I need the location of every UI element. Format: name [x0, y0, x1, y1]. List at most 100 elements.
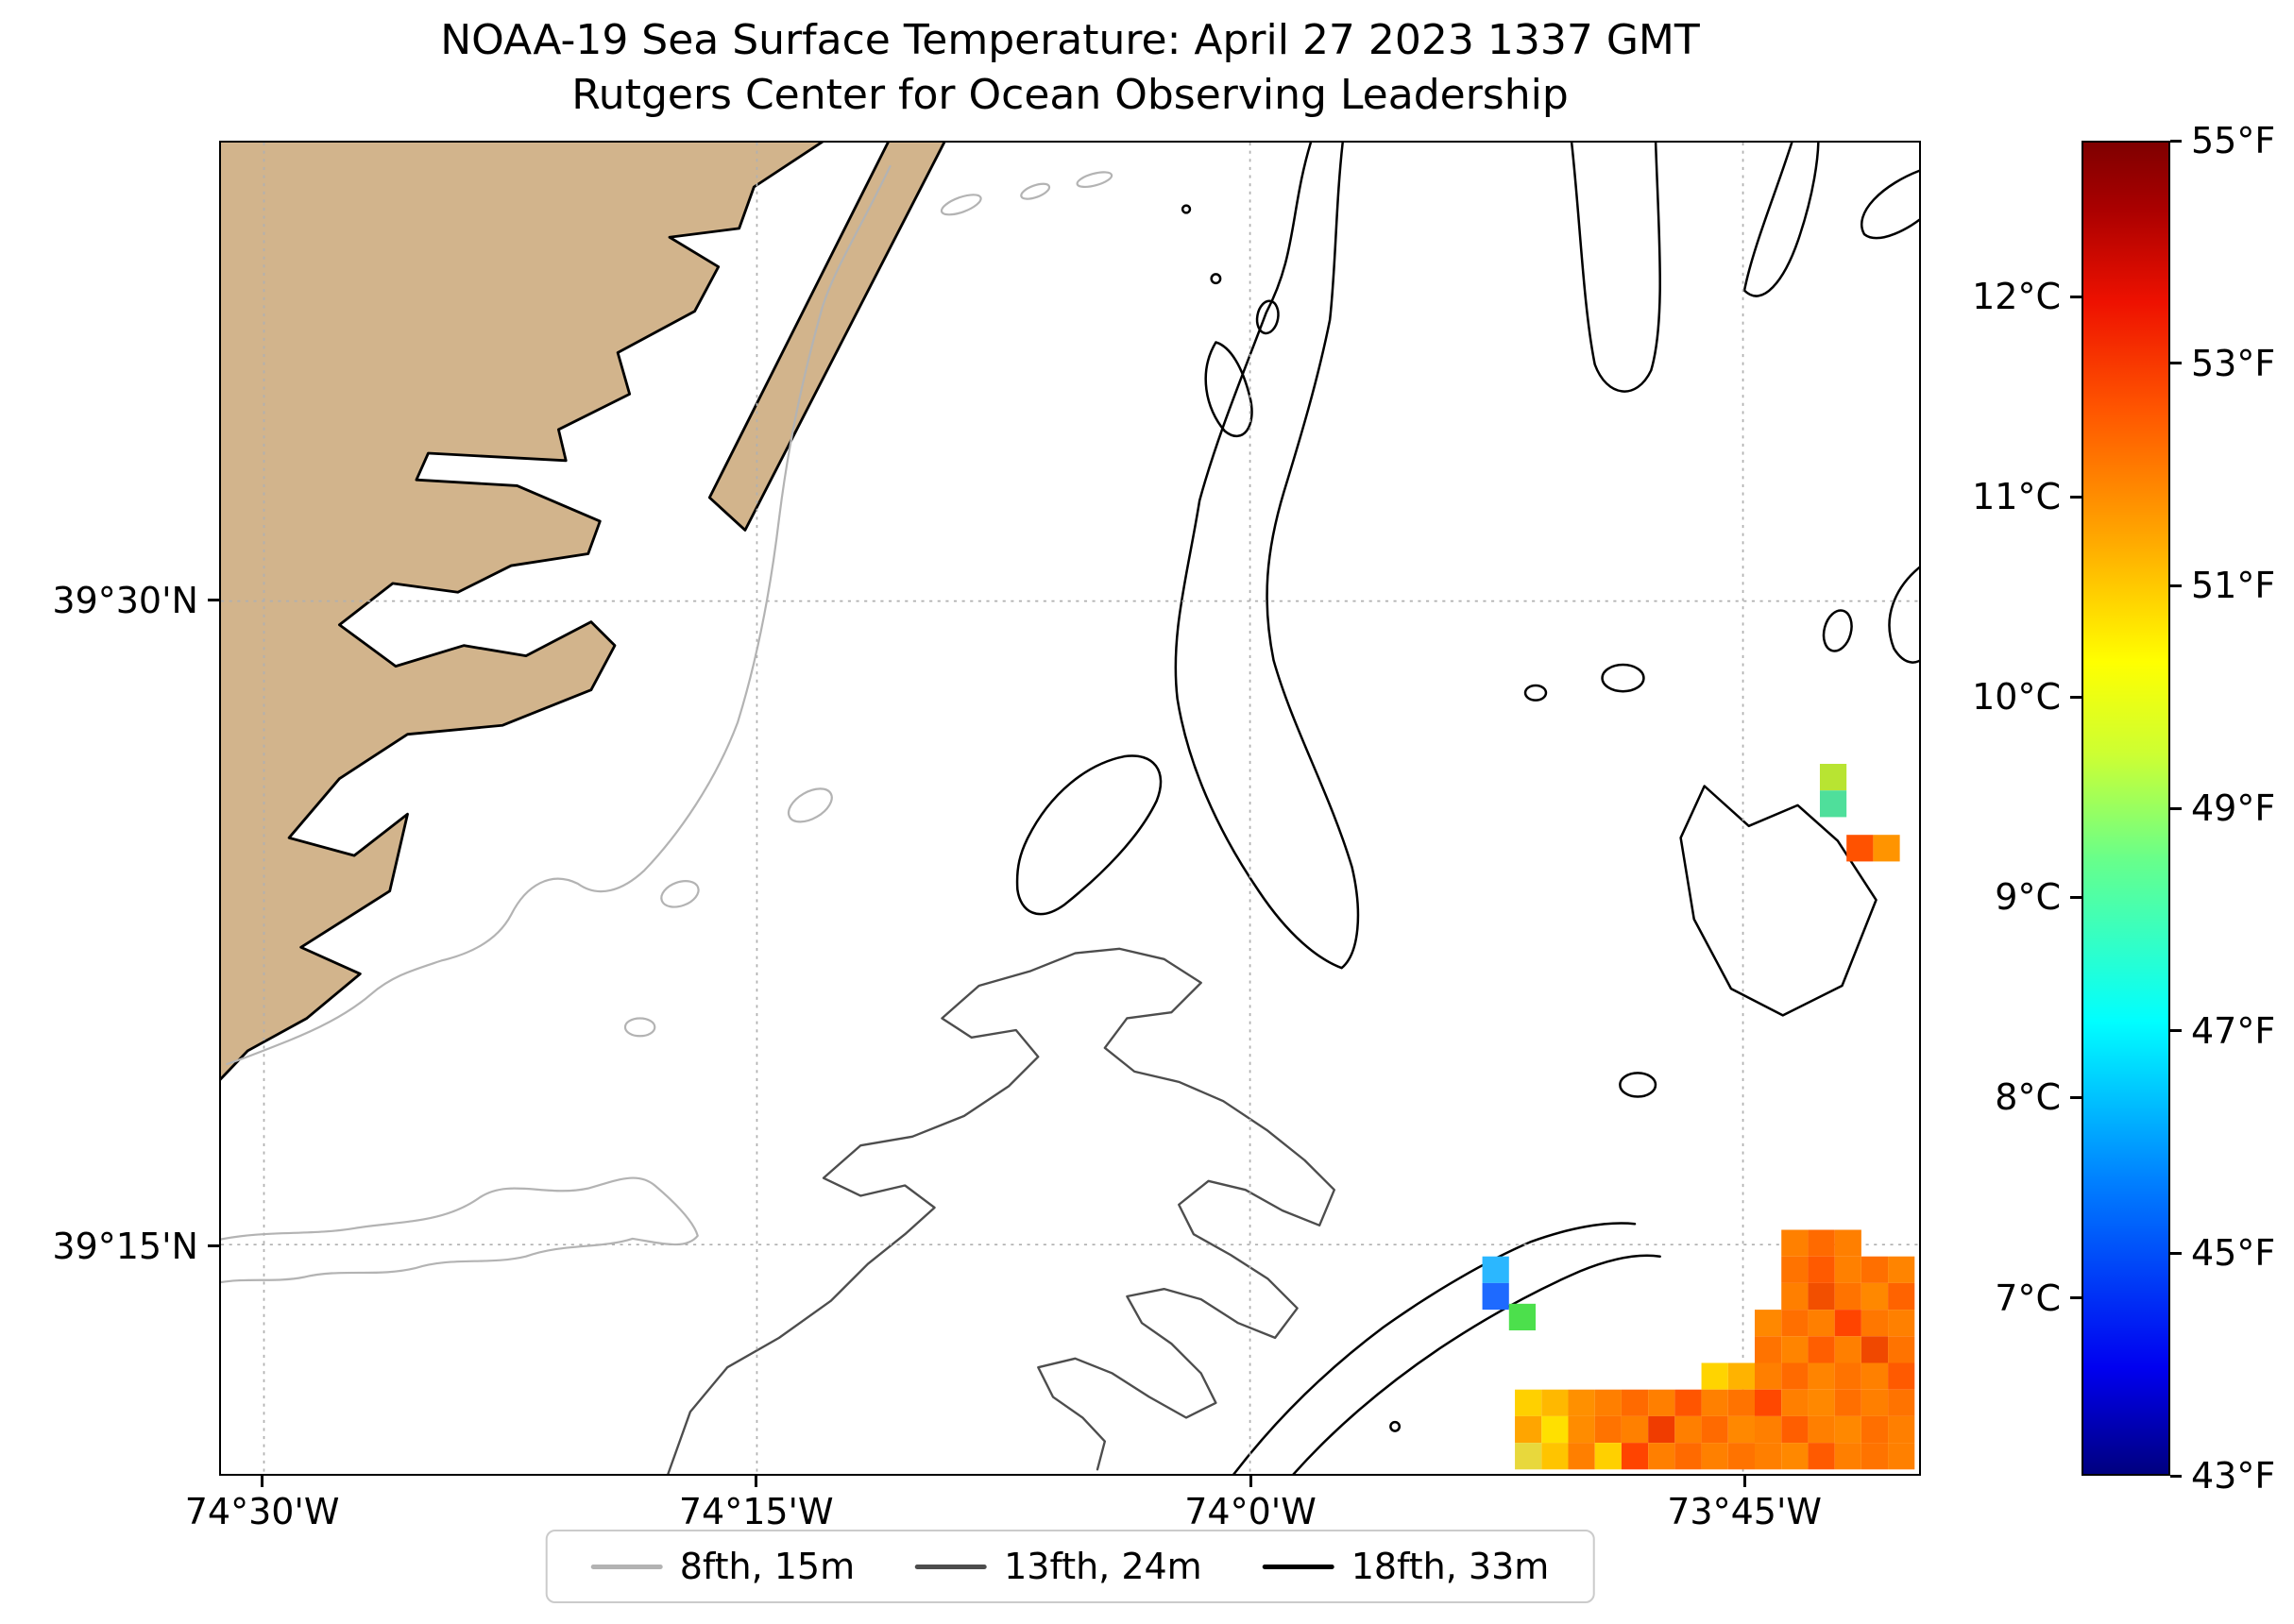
sst-cell — [1508, 1303, 1536, 1331]
sst-cell — [1621, 1415, 1649, 1444]
sst-cell — [1861, 1310, 1889, 1337]
contour-18fth-loop — [1523, 684, 1548, 702]
sst-cell — [1834, 1389, 1861, 1416]
sst-cell — [1808, 1336, 1835, 1363]
sst-cell — [1755, 1362, 1782, 1390]
legend-line-icon — [915, 1564, 988, 1569]
sst-cell — [1701, 1389, 1728, 1416]
sst-cell — [1781, 1443, 1809, 1470]
sst-cell — [1808, 1256, 1835, 1283]
fahrenheit-tick-label: 53°F — [2191, 342, 2276, 384]
contour-18fth-channel — [1570, 143, 1661, 393]
fahrenheit-tick-label: 45°F — [2191, 1232, 2276, 1275]
legend-label: 13fth, 24m — [1004, 1546, 1202, 1587]
contour-18fth-diagonal — [1292, 1254, 1661, 1474]
celsius-tick-label: 7°C — [1995, 1277, 2061, 1319]
y-tick — [208, 599, 219, 602]
sst-cell — [1541, 1389, 1569, 1416]
map-plot-area — [219, 141, 1921, 1476]
sst-cell — [1674, 1443, 1702, 1470]
contour-18fth-loop — [1601, 663, 1645, 693]
sst-cell — [1888, 1310, 1915, 1337]
contour-8fth-line — [226, 164, 892, 1066]
contour-8fth-loop — [660, 880, 700, 908]
sst-cell — [1568, 1443, 1595, 1470]
sst-cell — [1701, 1415, 1728, 1444]
contour-8fth-loop — [1020, 182, 1051, 200]
contour-18fth-shoal — [1015, 754, 1163, 916]
sst-cell — [1834, 1362, 1861, 1390]
fahrenheit-tick-label: 43°F — [2191, 1455, 2276, 1497]
contour-8fth-15m — [221, 164, 1113, 1284]
legend-item: 18fth, 33m — [1262, 1546, 1550, 1587]
x-tick — [1249, 1476, 1252, 1487]
sst-cell — [1781, 1256, 1809, 1283]
fahrenheit-tick — [2170, 1474, 2182, 1478]
sst-cell — [1808, 1310, 1835, 1337]
sst-cell — [1541, 1443, 1569, 1470]
legend-label: 18fth, 33m — [1351, 1546, 1550, 1587]
sst-cell — [1755, 1336, 1782, 1363]
fahrenheit-tick — [2170, 806, 2182, 810]
sst-cell — [1808, 1389, 1835, 1416]
sst-cell — [1781, 1362, 1809, 1390]
sst-cell — [1834, 1336, 1861, 1363]
sst-cell — [1861, 1336, 1889, 1363]
sst-cell — [1819, 764, 1847, 791]
contour-8fth-loop — [787, 787, 833, 823]
celsius-tick-label: 10°C — [1972, 676, 2061, 719]
sst-cell — [1861, 1389, 1889, 1416]
contour-18fth-corner — [1861, 169, 1919, 240]
fahrenheit-tick-label: 51°F — [2191, 565, 2276, 607]
sst-cell — [1648, 1415, 1675, 1444]
sst-cell — [1515, 1389, 1542, 1416]
sst-cell — [1568, 1389, 1595, 1416]
contour-18fth-loop — [1255, 299, 1280, 335]
legend-line-icon — [1262, 1564, 1334, 1569]
sst-cell — [1888, 1336, 1915, 1363]
sst-cell — [1808, 1229, 1835, 1257]
sst-cell — [1568, 1415, 1595, 1444]
x-tick — [755, 1476, 758, 1487]
sst-cell — [1834, 1229, 1861, 1257]
x-tick — [1742, 1476, 1746, 1487]
sst-cell — [1846, 835, 1874, 862]
x-tick-label: 73°45'W — [1667, 1491, 1822, 1532]
sst-cell — [1755, 1415, 1782, 1444]
contour-8fth-line — [221, 1176, 699, 1284]
sst-cell — [1674, 1389, 1702, 1416]
sst-cell — [1888, 1415, 1915, 1444]
fahrenheit-tick — [2170, 139, 2182, 143]
sst-cell — [1781, 1336, 1809, 1363]
sst-cell — [1594, 1415, 1622, 1444]
colorbar — [2082, 141, 2170, 1476]
contour-18fth-blob — [1204, 341, 1253, 438]
y-tick-label: 39°15'N — [52, 1225, 198, 1267]
title-line1: NOAA-19 Sea Surface Temperature: April 2… — [440, 16, 1700, 64]
sst-cell — [1482, 1282, 1509, 1311]
contour-18fth-corner — [1742, 143, 1820, 297]
contour-18fth-diagonal — [1232, 1222, 1637, 1474]
contour-18fth-edge — [1888, 566, 1919, 664]
sst-cell — [1834, 1415, 1861, 1444]
sst-cell — [1755, 1389, 1782, 1416]
gridlines — [221, 143, 1919, 1474]
sst-cell — [1515, 1443, 1542, 1470]
sst-cell — [1808, 1415, 1835, 1444]
contour-18fth-33m — [1015, 143, 1919, 1474]
sst-cell — [1515, 1415, 1542, 1444]
contour-18fth-loop — [1822, 609, 1853, 652]
sst-cell — [1621, 1389, 1649, 1416]
sst-cell — [1861, 1362, 1889, 1390]
celsius-tick — [2070, 495, 2082, 499]
sst-cell — [1781, 1229, 1809, 1257]
sst-cell — [1648, 1443, 1675, 1470]
sst-cell — [1808, 1443, 1835, 1470]
sst-cell — [1594, 1389, 1622, 1416]
sst-cell — [1834, 1443, 1861, 1470]
sst-cell — [1888, 1256, 1915, 1283]
sst-cell — [1648, 1389, 1675, 1416]
sst-cell — [1755, 1310, 1782, 1337]
contour-8fth-loop — [623, 1017, 656, 1038]
sst-cell — [1861, 1443, 1889, 1470]
